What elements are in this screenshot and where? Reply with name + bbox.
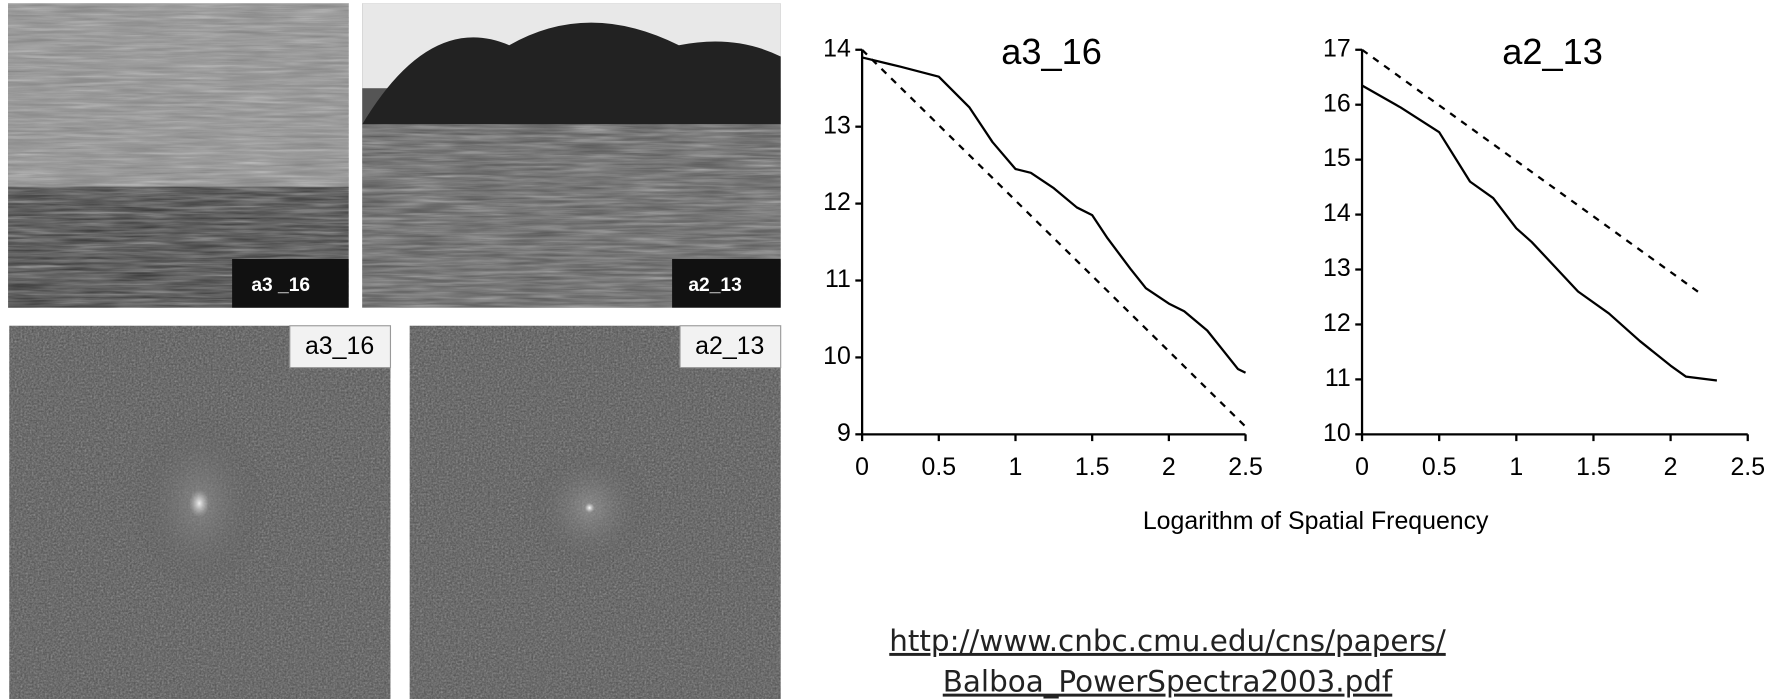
- y-tick-label: 16: [1323, 89, 1351, 117]
- spectrum-line: [1361, 84, 1718, 382]
- y-tick-label: 14: [1323, 199, 1351, 227]
- reference-line: [861, 48, 1247, 428]
- x-tick-label: 0.5: [922, 453, 957, 481]
- link[interactable]: http://www.cnbc.cmu.edu/cns/papers/: [889, 624, 1446, 658]
- x-tick-label: 0: [855, 453, 869, 481]
- spectrum-image: a2_13: [409, 325, 782, 699]
- photo-label: a3 _16: [251, 275, 310, 296]
- y-tick-label: 17: [1323, 34, 1351, 62]
- x-tick-label: 1.5: [1075, 453, 1110, 481]
- y-tick-label: 12: [1323, 309, 1351, 337]
- x-tick-label: 0.5: [1422, 453, 1457, 481]
- y-tick-label: 15: [1323, 144, 1351, 172]
- chart-title: a2_13: [1502, 31, 1603, 72]
- y-tick-label: 13: [1323, 254, 1351, 282]
- spectrum-line: [861, 56, 1247, 374]
- chart-title: a3_16: [1001, 31, 1102, 72]
- link[interactable]: Balboa_PowerSpectra2003.pdf: [943, 665, 1393, 699]
- x-tick-label: 0: [1355, 453, 1369, 481]
- y-tick-label: 11: [1325, 364, 1351, 392]
- x-axis-label: Logarithm of Spatial Frequency: [1143, 507, 1489, 535]
- y-tick-label: 10: [1323, 419, 1351, 447]
- x-tick-label: 2: [1664, 453, 1678, 481]
- x-tick-label: 2.5: [1228, 453, 1263, 481]
- spectrum-label: a3_16: [305, 332, 374, 360]
- reference-line: [1361, 48, 1703, 296]
- x-tick-label: 1.5: [1576, 453, 1611, 481]
- y-tick-label: 12: [823, 188, 851, 216]
- x-tick-label: 1: [1009, 453, 1023, 481]
- x-tick-label: 2.5: [1730, 453, 1765, 481]
- y-tick-label: 10: [823, 342, 851, 370]
- y-tick-label: 11: [825, 265, 851, 293]
- photo-label: a2_13: [688, 275, 741, 296]
- y-tick-label: 13: [823, 111, 851, 139]
- photo-grass: a2_13: [362, 3, 781, 308]
- y-tick-label: 14: [823, 34, 851, 62]
- spectrum-image: a3_16: [9, 325, 392, 699]
- y-tick-label: 9: [837, 419, 851, 447]
- x-tick-label: 1: [1509, 453, 1523, 481]
- spectrum-label: a2_13: [695, 332, 764, 360]
- x-tick-label: 2: [1162, 453, 1176, 481]
- photo-river: a3 _16: [8, 3, 349, 308]
